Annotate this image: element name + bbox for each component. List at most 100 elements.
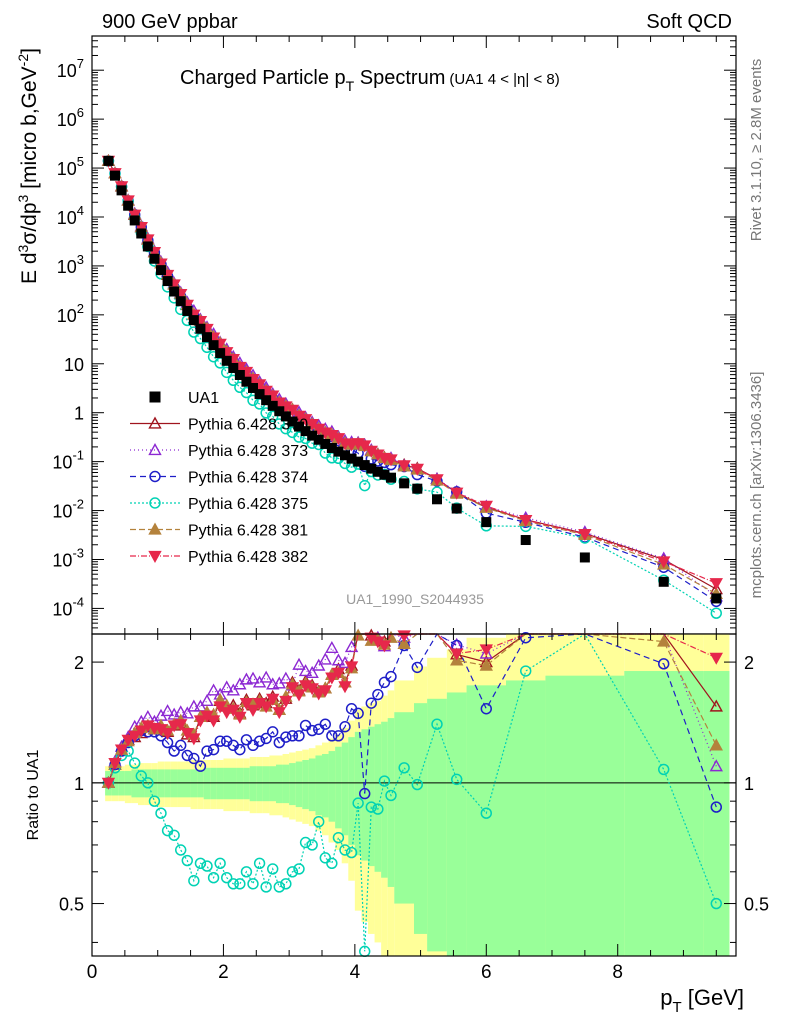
legend-label: Pythia 6.428 381 (188, 523, 308, 540)
ratio-point (293, 730, 305, 742)
y-tick-label: 1 (74, 404, 84, 424)
stat-uncertainty-band (368, 726, 375, 867)
ratio-point (710, 801, 722, 813)
data-point (579, 552, 590, 563)
stat-uncertainty-band (545, 675, 625, 956)
data-point (333, 446, 344, 457)
ratio-point (234, 743, 246, 756)
data-point (208, 340, 219, 351)
series-point (280, 423, 292, 435)
data-point (353, 456, 364, 467)
ratio-point (709, 652, 723, 665)
y-tick-label: 10 (64, 355, 84, 375)
ratio-line (107, 633, 717, 952)
stat-uncertainty-band (387, 718, 395, 887)
ratio-point (299, 836, 312, 849)
ratio-point (134, 725, 148, 738)
ratio-point (227, 878, 239, 890)
ratio-point (298, 664, 313, 677)
ratio-point (247, 878, 259, 890)
stat-uncertainty-band (190, 769, 198, 798)
ratio-point (201, 745, 213, 757)
ratio-point (318, 685, 332, 698)
series-point (247, 394, 259, 407)
ratio-point (246, 704, 260, 717)
ratio-point (411, 661, 423, 674)
ratio-point (174, 719, 188, 732)
ratio-point (160, 728, 175, 741)
data-point (412, 483, 423, 494)
data-point (399, 478, 410, 489)
data-point (241, 376, 252, 387)
ratio-point (206, 715, 221, 728)
stat-uncertainty-band (138, 769, 145, 798)
ratio-tick-label: 1 (74, 774, 84, 794)
ratio-point (266, 693, 280, 706)
stat-uncertainty-band (197, 769, 204, 798)
stat-uncertainty-band (269, 766, 276, 802)
chart-title-tail: Spectrum (354, 67, 445, 89)
stat-uncertainty-band (210, 767, 217, 800)
ratio-point (101, 777, 116, 790)
ratio-panel: 0 2 4 6 8 0.5 0.5 1 1 2 2 (59, 628, 769, 983)
chart-title: Charged Particle pT Spectrum (UA1 4 < |η|… (180, 67, 560, 94)
header-right: Soft QCD (646, 11, 732, 33)
ratio-point (351, 628, 365, 641)
legend-entry: Pythia 6.428 382 (130, 549, 308, 566)
ratio-point (709, 738, 723, 751)
data-point (481, 517, 492, 528)
ratio-point (372, 688, 384, 701)
header-left: 900 GeV ppbar (102, 11, 238, 33)
ratio-point (338, 681, 352, 694)
data-point (274, 406, 285, 417)
data-point (711, 593, 722, 604)
ratio-point (319, 718, 331, 730)
data-point (520, 535, 531, 546)
ratio-point (280, 878, 292, 890)
ratio-point (306, 724, 318, 737)
analysis-id: UA1_1990_S2044935 (346, 591, 484, 607)
ratio-point (450, 648, 464, 661)
main-panel: 10-4 10-3 10-2 10-1 1 10 102 103 104 105 106 107 Ch… (52, 35, 737, 635)
y-tick-label: 107 (57, 56, 84, 81)
ratio-point (325, 640, 339, 653)
data-point (294, 421, 304, 432)
ratio-axes: 0 2 4 6 8 0.5 0.5 1 1 2 2 (59, 634, 769, 983)
legend-marker (148, 550, 162, 563)
series-point (657, 556, 671, 569)
data-point (366, 463, 377, 474)
stat-uncertainty-band (184, 769, 191, 798)
data-point (175, 296, 186, 307)
data-point (234, 369, 245, 380)
ratio-point (188, 875, 200, 887)
ratio-point (272, 707, 286, 720)
legend-entry: Pythia 6.428 374 (130, 470, 308, 487)
ratio-tick-label-right: 2 (744, 653, 754, 673)
ratio-point (286, 866, 299, 878)
series-point (410, 463, 424, 476)
stat-uncertainty-band (230, 767, 237, 800)
series-point (285, 404, 300, 417)
stat-uncertainty-band (506, 680, 546, 956)
ratio-point (411, 778, 423, 791)
ratio-point (299, 719, 312, 732)
ratio-point (344, 640, 359, 653)
ratio-point (520, 665, 532, 677)
ratio-y-label: Ratio to UA1 (25, 750, 42, 841)
ratio-point (520, 632, 532, 644)
x-axis-label: pT [GeV] (660, 985, 744, 1016)
stat-uncertainty-band (157, 769, 165, 798)
ratio-point (480, 703, 492, 715)
ratio-point (378, 676, 391, 689)
stat-uncertainty-band (322, 753, 329, 818)
ratio-point (194, 760, 207, 772)
data-point (129, 215, 140, 226)
data-point (451, 503, 462, 514)
legend-marker (148, 416, 162, 429)
data-point (215, 348, 226, 359)
series-line (107, 160, 717, 584)
ratio-point (206, 683, 221, 696)
legend-entry: Pythia 6.428 381 (130, 523, 308, 540)
data-point (432, 494, 442, 505)
series-point (384, 454, 398, 467)
